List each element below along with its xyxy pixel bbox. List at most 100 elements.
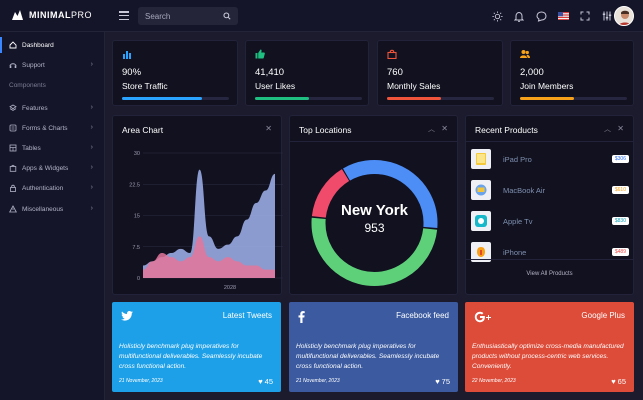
stat-label: Store Traffic xyxy=(122,81,168,91)
logo-icon xyxy=(12,10,23,20)
stat-value: 41,410 xyxy=(255,67,285,78)
ipad-thumbnail-icon xyxy=(471,149,491,169)
sidebar-item-label: Features xyxy=(22,104,48,112)
sidebar-item-label: Support xyxy=(22,61,45,69)
stat-value: 90% xyxy=(122,67,142,78)
likes-count[interactable]: ♥ 45 xyxy=(258,377,273,386)
sidebar-item-label: Miscellaneous xyxy=(22,205,64,213)
progress-bar xyxy=(255,97,362,100)
google-plus-card: Google Plus Enthusiastically optimize cr… xyxy=(465,302,634,392)
social-title: Latest Tweets xyxy=(222,311,272,320)
likes-count[interactable]: ♥ 75 xyxy=(435,377,450,386)
sidebar-item-label: Tables xyxy=(22,144,41,152)
card-title: Recent Products xyxy=(475,125,538,135)
twitter-card: Latest Tweets Holisticly benchmark plug … xyxy=(112,302,281,392)
facebook-card: Facebook feed Holisticly benchmark plug … xyxy=(289,302,458,392)
fullscreen-icon[interactable] xyxy=(574,9,596,23)
facebook-icon xyxy=(298,311,305,323)
progress-bar xyxy=(520,97,627,100)
x-tick-label: 2028 xyxy=(224,285,236,291)
settings-sliders-icon[interactable] xyxy=(596,9,618,23)
alert-triangle-icon xyxy=(9,205,17,213)
stat-label: Monthly Sales xyxy=(387,81,441,91)
likes-value: 45 xyxy=(264,377,273,386)
likes-value: 75 xyxy=(441,377,450,386)
flag-icon[interactable] xyxy=(552,9,574,23)
progress-bar xyxy=(122,97,229,100)
sidebar-item-miscellaneous[interactable]: Miscellaneous › xyxy=(0,200,105,218)
product-name: iPhone xyxy=(503,248,527,257)
google-plus-icon xyxy=(474,311,491,323)
headset-icon xyxy=(9,61,17,69)
close-icon[interactable]: ✕ xyxy=(265,124,272,133)
progress-fill xyxy=(122,97,203,100)
price-badge: $610 xyxy=(611,186,629,194)
social-text: Holisticly benchmark plug imperatives fo… xyxy=(296,343,440,370)
chevron-right-icon: › xyxy=(90,104,93,111)
donut-center-value: 953 xyxy=(364,221,384,235)
list-item[interactable]: Apple Tv $830 xyxy=(471,211,629,233)
sidebar-item-apps-widgets[interactable]: Apps & Widgets › xyxy=(0,159,105,177)
social-date: 21 November, 2023 xyxy=(119,378,163,384)
progress-bar xyxy=(387,97,494,100)
bell-icon[interactable] xyxy=(508,9,530,23)
card-title: Top Locations xyxy=(299,125,352,135)
iphone-thumbnail-icon xyxy=(471,242,491,262)
divider xyxy=(290,141,457,142)
social-date: 21 November, 2023 xyxy=(296,378,340,384)
close-icon[interactable]: ✕ xyxy=(441,124,448,133)
avatar[interactable] xyxy=(614,6,634,26)
card-title: Area Chart xyxy=(122,125,164,135)
social-title: Google Plus xyxy=(581,311,625,320)
search-icon[interactable] xyxy=(223,12,231,20)
brand-logo[interactable]: MINIMALPRO xyxy=(12,10,92,20)
sidebar-item-features[interactable]: Features › xyxy=(0,99,105,117)
stat-card-monthly-sales: 760 Monthly Sales xyxy=(377,40,503,106)
chevron-up-icon[interactable]: ︿ xyxy=(428,126,435,133)
chevron-right-icon: › xyxy=(90,61,93,68)
donut-segment[interactable] xyxy=(298,147,451,296)
social-text: Enthusiastically optimize cross-media ma… xyxy=(472,343,624,370)
price-badge: $306 xyxy=(611,155,629,163)
heart-icon: ♥ xyxy=(258,377,263,386)
list-item[interactable]: MacBook Air $610 xyxy=(471,180,629,202)
view-all-products-link[interactable]: View All Products xyxy=(526,271,573,277)
chevron-up-icon[interactable]: ︿ xyxy=(604,126,611,133)
list-item[interactable]: iPhone $489 xyxy=(471,242,629,264)
close-icon[interactable]: ✕ xyxy=(617,124,624,133)
heart-icon: ♥ xyxy=(435,377,440,386)
twitter-icon xyxy=(121,311,133,321)
stat-card-user-likes: 41,410 User Likes xyxy=(245,40,369,106)
stat-value: 760 xyxy=(387,67,403,78)
top-bar: MINIMALPRO xyxy=(0,0,643,32)
chevron-right-icon: › xyxy=(90,144,93,151)
y-tick-label: 0 xyxy=(137,276,140,282)
sidebar-item-dashboard[interactable]: Dashboard xyxy=(0,36,105,54)
sidebar-item-support[interactable]: Support › xyxy=(0,56,105,74)
sidebar-item-forms-charts[interactable]: Forms & Charts › xyxy=(0,119,105,137)
divider xyxy=(466,141,633,142)
stat-label: User Likes xyxy=(255,81,296,91)
top-icons xyxy=(486,9,618,23)
social-text: Holisticly benchmark plug imperatives fo… xyxy=(119,343,263,370)
search-input[interactable] xyxy=(145,11,223,21)
likes-count[interactable]: ♥ 65 xyxy=(611,377,626,386)
chat-icon[interactable] xyxy=(530,9,552,23)
social-date: 22 November, 2023 xyxy=(472,378,516,384)
sidebar: Dashboard Support › Components Features … xyxy=(0,32,105,400)
chevron-right-icon: › xyxy=(90,205,93,212)
list-item[interactable]: iPad Pro $306 xyxy=(471,149,629,171)
users-icon xyxy=(520,50,530,58)
sidebar-item-authentication[interactable]: Authentication › xyxy=(0,179,105,197)
price-badge: $489 xyxy=(611,248,629,256)
divider xyxy=(466,259,633,260)
sidebar-item-tables[interactable]: Tables › xyxy=(0,139,105,157)
likes-value: 65 xyxy=(617,377,626,386)
chevron-right-icon: › xyxy=(90,124,93,131)
price-badge: $830 xyxy=(611,217,629,225)
menu-toggle-icon[interactable] xyxy=(119,11,129,20)
home-icon xyxy=(9,41,17,49)
area-chart: 30 22.5 15 7.5 0 2028 xyxy=(129,151,283,291)
sun-icon[interactable] xyxy=(486,9,508,23)
donut-segment[interactable] xyxy=(298,147,451,296)
